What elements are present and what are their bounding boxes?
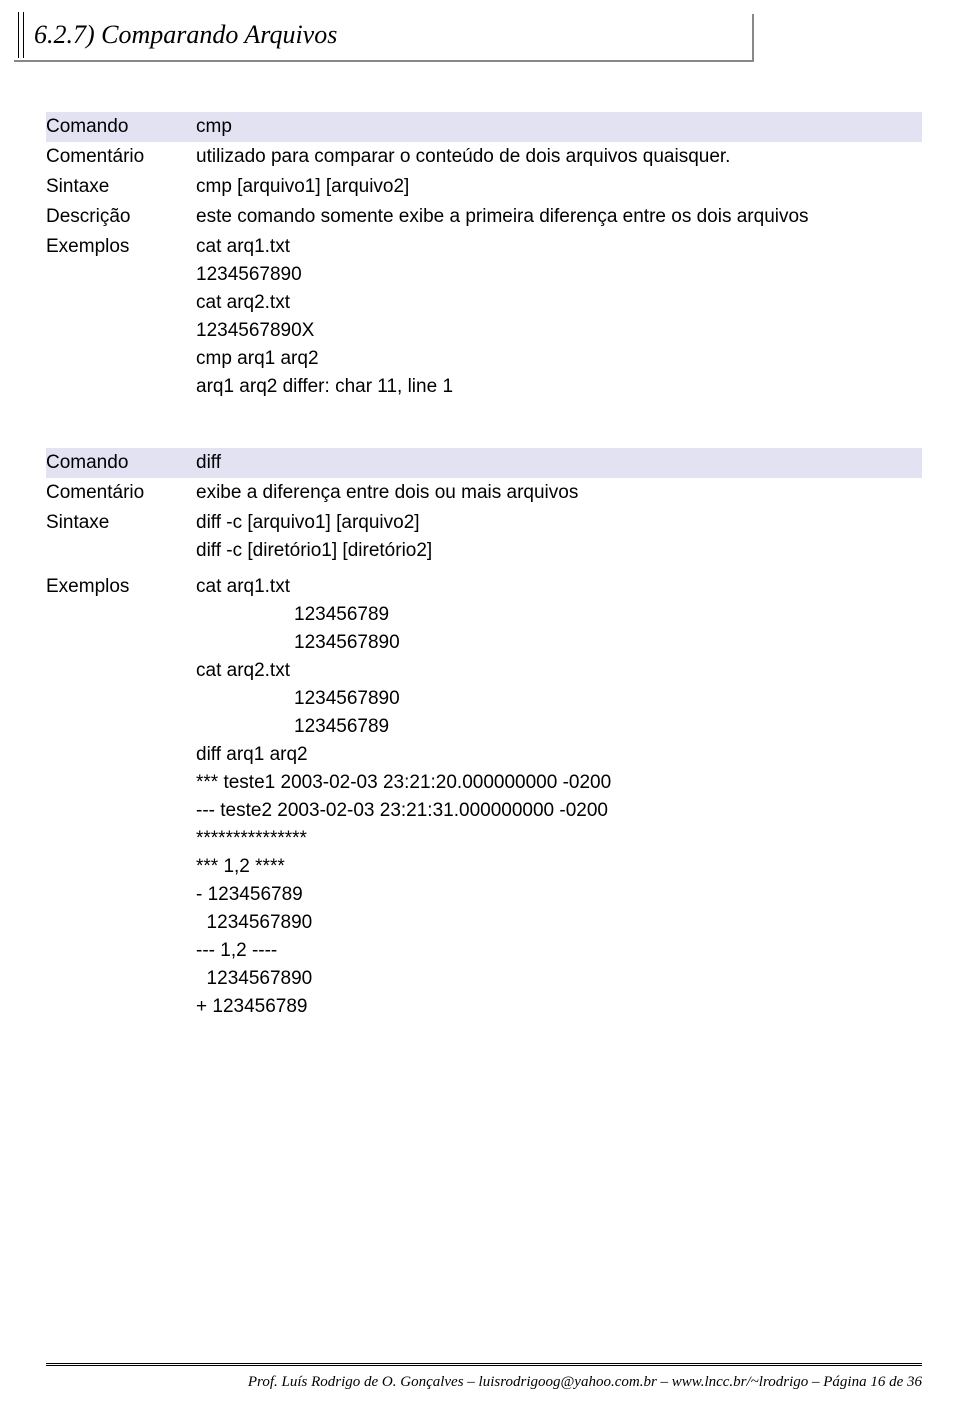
row-descricao: Descrição este comando somente exibe a p…	[46, 202, 922, 232]
example-line: 123456789	[196, 604, 922, 626]
example-line: 1234567890	[196, 264, 922, 286]
example-line: 1234567890	[196, 632, 922, 654]
sintaxe-line: diff -c [arquivo1] [arquivo2]	[196, 512, 922, 534]
example-line: cat arq2.txt	[196, 292, 922, 314]
section-title: 6.2.7) Comparando Arquivos	[26, 20, 752, 50]
example-line: *** 1,2 ****	[196, 856, 922, 878]
row-exemplos: Exemplos cat arq1.txt 1234567890 cat arq…	[46, 232, 922, 408]
example-line: 1234567890	[196, 688, 922, 710]
example-line: --- teste2 2003-02-03 23:21:31.000000000…	[196, 800, 922, 822]
row-comentario: Comentário utilizado para comparar o con…	[46, 142, 922, 172]
label-exemplos: Exemplos	[46, 232, 196, 262]
label-sintaxe: Sintaxe	[46, 172, 196, 202]
example-line: + 123456789	[196, 996, 922, 1018]
row-exemplos: Exemplos cat arq1.txt 123456789 12345678…	[46, 572, 922, 1028]
row-comentario: Comentário exibe a diferença entre dois …	[46, 478, 922, 508]
label-comando: Comando	[46, 448, 196, 478]
command-block-cmp: Comando cmp Comentário utilizado para co…	[46, 112, 922, 408]
command-block-diff: Comando diff Comentário exibe a diferenç…	[46, 448, 922, 1028]
example-line: ***************	[196, 828, 922, 850]
example-line: --- 1,2 ----	[196, 940, 922, 962]
label-comando: Comando	[46, 112, 196, 142]
label-comentario: Comentário	[46, 142, 196, 172]
value-exemplos: cat arq1.txt 1234567890 cat arq2.txt 123…	[196, 232, 922, 408]
label-sintaxe: Sintaxe	[46, 508, 196, 538]
value-exemplos: cat arq1.txt 123456789 1234567890 cat ar…	[196, 572, 922, 1028]
example-line: cat arq2.txt	[196, 660, 922, 682]
label-exemplos: Exemplos	[46, 572, 196, 602]
value-comando: diff	[196, 448, 922, 478]
example-line: arq1 arq2 differ: char 11, line 1	[196, 376, 922, 398]
row-comando: Comando diff	[46, 448, 922, 478]
row-comando: Comando cmp	[46, 112, 922, 142]
example-line: diff arq1 arq2	[196, 744, 922, 766]
footer-text: Prof. Luís Rodrigo de O. Gonçalves – lui…	[0, 1374, 922, 1391]
label-descricao: Descrição	[46, 202, 196, 232]
value-comentario: utilizado para comparar o conteúdo de do…	[196, 142, 922, 172]
example-line: cmp arq1 arq2	[196, 348, 922, 370]
example-line: cat arq1.txt	[196, 236, 922, 258]
example-line: 1234567890X	[196, 320, 922, 342]
example-line: 123456789	[196, 716, 922, 738]
row-sintaxe: Sintaxe cmp [arquivo1] [arquivo2]	[46, 172, 922, 202]
value-comando: cmp	[196, 112, 922, 142]
example-line: 1234567890	[196, 968, 922, 990]
example-line: - 123456789	[196, 884, 922, 906]
value-descricao: este comando somente exibe a primeira di…	[196, 202, 922, 232]
label-comentario: Comentário	[46, 478, 196, 508]
value-sintaxe: cmp [arquivo1] [arquivo2]	[196, 172, 922, 202]
sintaxe-line: diff -c [diretório1] [diretório2]	[196, 540, 922, 562]
section-title-box: 6.2.7) Comparando Arquivos	[14, 14, 754, 62]
value-comentario: exibe a diferença entre dois ou mais arq…	[196, 478, 922, 508]
example-line: 1234567890	[196, 912, 922, 934]
example-line: cat arq1.txt	[196, 576, 922, 598]
example-line: *** teste1 2003-02-03 23:21:20.000000000…	[196, 772, 922, 794]
footer-divider	[46, 1363, 922, 1365]
row-sintaxe: Sintaxe diff -c [arquivo1] [arquivo2] di…	[46, 508, 922, 572]
value-sintaxe: diff -c [arquivo1] [arquivo2] diff -c [d…	[196, 508, 922, 572]
